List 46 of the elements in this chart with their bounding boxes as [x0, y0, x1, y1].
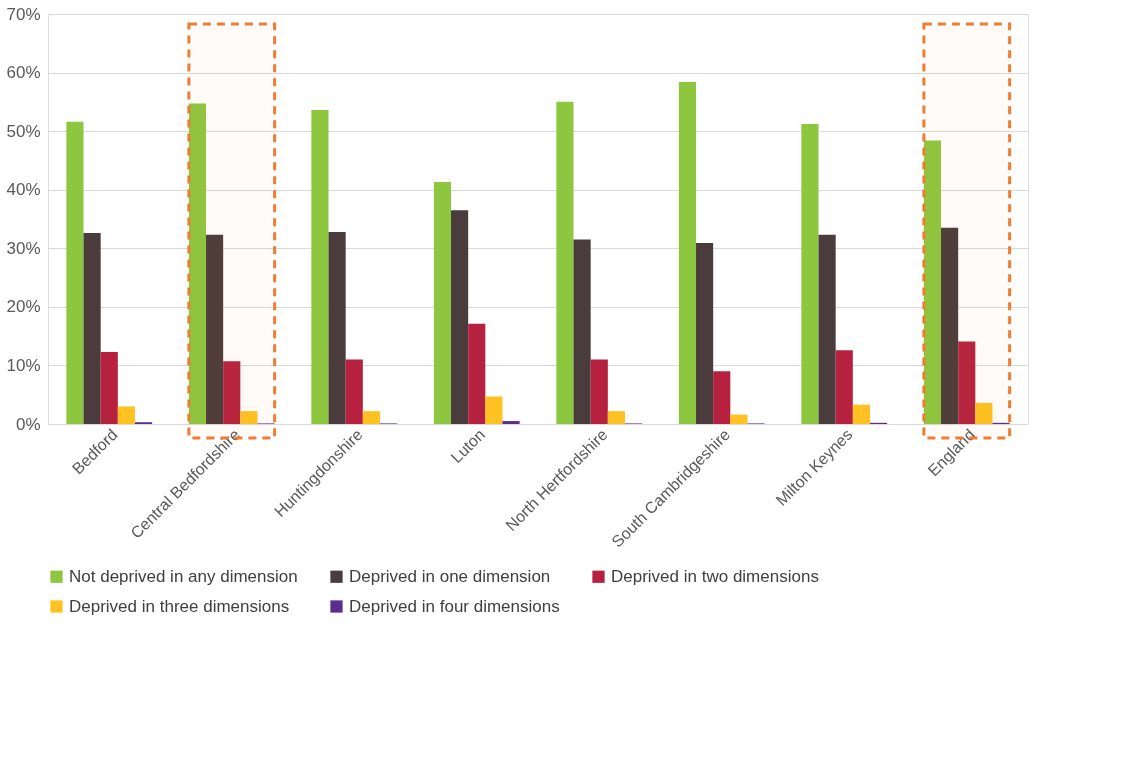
- bar: [852, 404, 870, 424]
- legend-label: Deprived in two dimensions: [611, 566, 819, 586]
- y-tick-label: 70%: [6, 4, 41, 24]
- legend-label: Deprived in one dimension: [349, 566, 551, 586]
- bar: [801, 124, 819, 424]
- bar: [730, 414, 748, 424]
- bar: [240, 411, 258, 424]
- legend-label: Deprived in three dimensions: [69, 596, 290, 616]
- bar: [83, 233, 101, 424]
- bar: [345, 359, 363, 424]
- y-tick-label: 10%: [6, 355, 41, 375]
- bar: [223, 361, 241, 424]
- legend-label: Not deprived in any dimension: [69, 566, 298, 586]
- legend-label: Deprived in four dimensions: [349, 596, 560, 616]
- bar: [188, 103, 207, 424]
- bar: [923, 140, 942, 424]
- y-tick-label: 0%: [15, 414, 41, 434]
- bar: [818, 234, 836, 424]
- bar: [607, 411, 625, 424]
- bar: [556, 101, 574, 424]
- bar: [678, 81, 697, 424]
- y-tick-label: 60%: [6, 63, 41, 83]
- bar: [696, 243, 714, 424]
- bar: [451, 210, 469, 424]
- y-tick-label: 30%: [6, 238, 41, 258]
- bar: [835, 350, 853, 424]
- bar: [66, 121, 84, 424]
- bar: [100, 351, 118, 424]
- bar: [311, 110, 329, 424]
- bar: [117, 406, 135, 424]
- bar: [328, 231, 346, 424]
- bar: [573, 239, 591, 424]
- bar: [433, 182, 452, 424]
- y-tick-label: 20%: [6, 297, 41, 317]
- bar: [975, 402, 993, 424]
- bar: [206, 234, 224, 424]
- bar: [485, 396, 503, 424]
- bar: [958, 341, 976, 424]
- y-tick-label: 40%: [6, 180, 41, 200]
- bar: [941, 227, 959, 424]
- bar: [468, 323, 486, 424]
- bar: [713, 371, 731, 424]
- bar: [362, 411, 380, 424]
- y-tick-label: 50%: [6, 121, 41, 141]
- bar: [502, 421, 520, 424]
- bar: [590, 359, 608, 424]
